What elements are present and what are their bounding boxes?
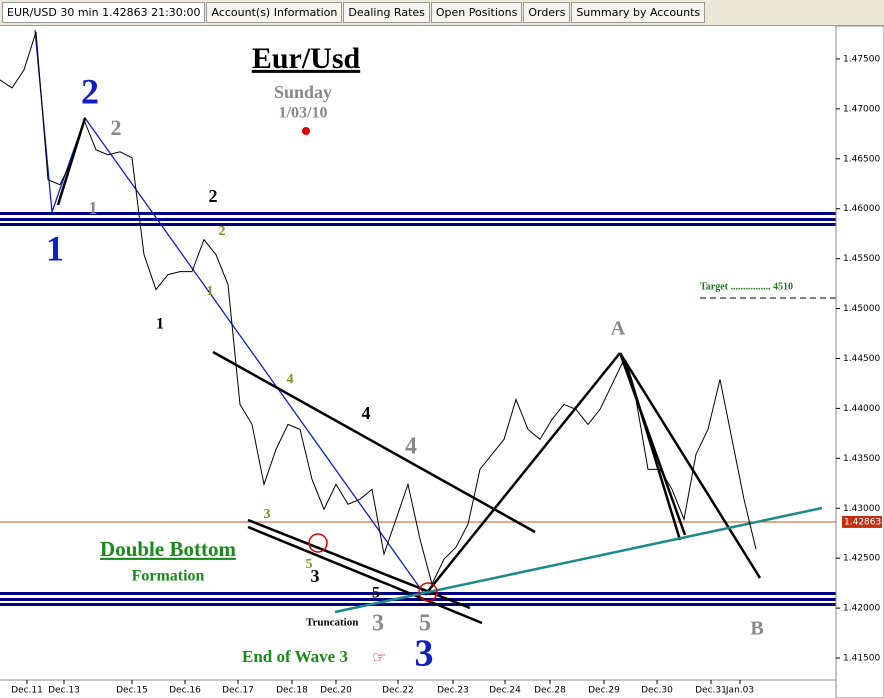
wave-label: B [750, 618, 763, 640]
x-tick-label: Dec.20 [320, 686, 352, 696]
chart: Eur/Usd Sunday 1/03/10 Double Bottom For… [0, 26, 884, 698]
tab[interactable]: EUR/USD 30 min 1.42863 21:30:00 [2, 2, 206, 23]
band [0, 212, 836, 215]
y-tick-label: 1.47000 [843, 104, 880, 114]
wave-label: 2 [209, 186, 218, 206]
wave-label: 2 [111, 115, 122, 140]
annotation-lines [0, 29, 836, 625]
trend-line [247, 518, 471, 610]
wave-label: 4 [405, 434, 417, 460]
x-tick-label: Dec.17 [222, 686, 254, 696]
y-tick-label: 1.43500 [843, 454, 880, 464]
band [0, 223, 836, 226]
wave-label: 2 [81, 71, 99, 111]
y-tick-label: 1.43000 [843, 504, 880, 514]
tab-bar: EUR/USD 30 min 1.42863 21:30:00 Account(s… [0, 0, 884, 26]
y-tick-label: 1.41500 [843, 654, 880, 664]
annotation: Target ................ 4510 [700, 281, 793, 292]
trend-line [212, 350, 536, 534]
trend-line [424, 352, 621, 596]
wave-label: 1 [89, 198, 98, 218]
y-tick-label: 1.44000 [843, 404, 880, 414]
x-tick-label: Dec.16 [169, 686, 201, 696]
wave-line [34, 29, 426, 596]
y-tick-label: 1.45500 [843, 254, 880, 264]
wave-label: 2 [219, 224, 226, 239]
wave-label: 3 [311, 566, 320, 586]
x-tick-label: Dec.31 [695, 686, 727, 696]
x-tick-label: Dec.22 [382, 686, 414, 696]
marker-dot [302, 127, 310, 135]
subtitle: Sunday [274, 82, 332, 102]
y-tick-label: 1.47500 [843, 54, 880, 64]
current-price-box [842, 515, 882, 528]
tab[interactable]: Orders [523, 2, 571, 23]
tab[interactable]: Open Positions [430, 2, 523, 23]
wave-label: 4 [287, 372, 294, 387]
x-tick-label: Dec.30 [641, 686, 673, 696]
trend-line [623, 359, 682, 541]
band [0, 603, 836, 606]
wave-label: 1 [156, 316, 164, 333]
price-axis [835, 26, 884, 698]
y-tick-label: 1.46000 [843, 204, 880, 214]
wave-label: 1 [46, 228, 64, 268]
x-tick-label: Dec.23 [437, 686, 469, 696]
band [0, 218, 836, 221]
y-tick-label: 1.42000 [843, 604, 880, 614]
tab[interactable]: Dealing Rates [343, 2, 430, 23]
y-tick-label: 1.45000 [843, 304, 880, 314]
wave-label: A [611, 318, 626, 340]
subtitle: 1/03/10 [279, 105, 328, 122]
wave-label: 5 [372, 585, 380, 602]
wave-label: 3 [415, 633, 434, 675]
y-tick-label: 1.44500 [843, 354, 880, 364]
wave-label: 5 [306, 557, 313, 572]
y-tick-label: 1.42500 [843, 554, 880, 564]
x-tick-label: Dec.11 [11, 686, 43, 696]
price-series [0, 31, 757, 586]
wave-label: 3 [264, 507, 271, 522]
annotation: Double Bottom [100, 537, 236, 561]
tab[interactable]: Summary by Accounts [571, 2, 706, 23]
marker-circle [308, 533, 328, 553]
band [0, 598, 836, 601]
wave-label: 4 [362, 403, 371, 423]
annotation: Formation [132, 568, 205, 585]
tab[interactable]: Account(s) Information [206, 2, 343, 23]
annotation: Truncation [306, 617, 358, 629]
x-tick-label: Dec.28 [534, 686, 566, 696]
x-tick-label: Dec.15 [116, 686, 148, 696]
trend-line [247, 525, 483, 625]
wave-label: 1 [207, 284, 214, 299]
trend-line [618, 352, 762, 579]
x-tick-label: Dec.18 [276, 686, 308, 696]
trend-line [334, 506, 823, 614]
y-tick-label: 1.46500 [843, 154, 880, 164]
chart-title: Eur/Usd [252, 42, 361, 75]
x-tick-label: Jan.03 [725, 686, 754, 696]
x-tick-label: Dec.13 [48, 686, 80, 696]
annotation: End of Wave 3 [242, 647, 348, 666]
x-tick-label: Dec.29 [588, 686, 620, 696]
wave-label: 3 [372, 611, 384, 637]
marker-circle [418, 582, 438, 602]
hand-icon: ☞ [372, 648, 386, 667]
wave-label: 5 [419, 611, 431, 637]
current-price-label: 1.42863 [844, 517, 881, 527]
x-tick-label: Dec.24 [489, 686, 521, 696]
